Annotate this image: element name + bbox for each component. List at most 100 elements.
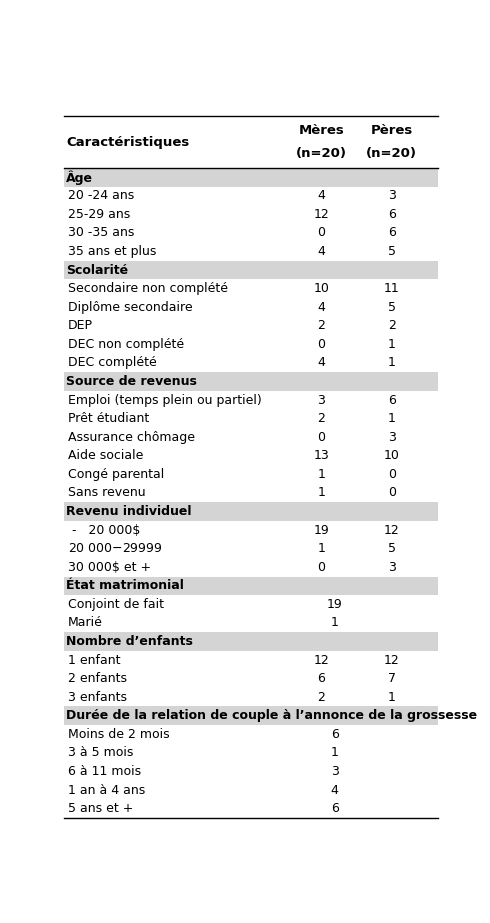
Bar	[64, 725, 438, 744]
Text: 10: 10	[384, 450, 399, 462]
Text: 2: 2	[388, 319, 395, 332]
Text: 35 ans et plus: 35 ans et plus	[68, 245, 156, 258]
Bar	[64, 354, 438, 372]
Bar	[64, 669, 438, 688]
Text: 6: 6	[388, 393, 395, 407]
Text: 1: 1	[318, 542, 325, 555]
Text: 6: 6	[388, 226, 395, 239]
Text: 7: 7	[388, 672, 395, 685]
Text: 20 000$ - 29 999$: 20 000$ - 29 999$	[68, 542, 163, 555]
Text: 3: 3	[388, 189, 395, 202]
Text: Sans revenu: Sans revenu	[68, 486, 146, 499]
Text: 6: 6	[388, 208, 395, 221]
Bar	[64, 261, 438, 280]
Text: 2: 2	[318, 690, 325, 703]
Bar	[64, 706, 438, 725]
Text: 1 enfant: 1 enfant	[68, 653, 121, 666]
Bar	[64, 688, 438, 706]
Text: Nombre d’enfants: Nombre d’enfants	[66, 635, 193, 648]
Text: 4: 4	[331, 784, 339, 797]
Text: 5 ans et +: 5 ans et +	[68, 802, 133, 815]
Text: 1: 1	[318, 468, 325, 481]
Text: 3: 3	[388, 561, 395, 574]
Bar	[64, 116, 438, 168]
Bar	[64, 390, 438, 410]
Text: 25-29 ans: 25-29 ans	[68, 208, 130, 221]
Text: 3 enfants: 3 enfants	[68, 690, 127, 703]
Text: 1: 1	[318, 486, 325, 499]
Bar	[64, 205, 438, 223]
Bar	[64, 447, 438, 465]
Bar	[64, 317, 438, 335]
Bar	[64, 428, 438, 447]
Text: 12: 12	[314, 653, 329, 666]
Text: 10: 10	[314, 282, 329, 295]
Text: 0: 0	[318, 226, 325, 239]
Bar	[64, 484, 438, 502]
Text: 4: 4	[318, 189, 325, 202]
Text: 0: 0	[318, 338, 325, 351]
Text: 4: 4	[318, 301, 325, 314]
Text: 30 000$ et +: 30 000$ et +	[68, 561, 151, 574]
Text: Diplôme secondaire: Diplôme secondaire	[68, 301, 193, 314]
Text: Moins de 2 mois: Moins de 2 mois	[68, 728, 170, 741]
Text: 20 -24 ans: 20 -24 ans	[68, 189, 134, 202]
Text: 11: 11	[384, 282, 399, 295]
Bar	[64, 465, 438, 484]
Text: 1: 1	[388, 356, 395, 369]
Text: 5: 5	[388, 542, 395, 555]
Text: Durée de la relation de couple à l’annonce de la grossesse: Durée de la relation de couple à l’annon…	[66, 709, 477, 723]
Bar	[64, 539, 438, 557]
Bar	[64, 521, 438, 539]
Text: 6 à 11 mois: 6 à 11 mois	[68, 765, 141, 778]
Text: Secondaire non complété: Secondaire non complété	[68, 282, 228, 295]
Text: 2: 2	[318, 413, 325, 426]
Text: (n=20): (n=20)	[296, 147, 347, 160]
Text: 3: 3	[318, 393, 325, 407]
Bar	[64, 502, 438, 521]
Text: 3: 3	[388, 431, 395, 444]
Bar	[64, 168, 438, 186]
Bar	[64, 298, 438, 317]
Text: 12: 12	[314, 208, 329, 221]
Bar	[64, 372, 438, 390]
Text: 3 à 5 mois: 3 à 5 mois	[68, 747, 133, 760]
Text: Source de revenus: Source de revenus	[66, 375, 197, 388]
Text: 30 -35 ans: 30 -35 ans	[68, 226, 134, 239]
Text: -   20 000$: - 20 000$	[68, 523, 141, 536]
Bar	[64, 614, 438, 632]
Text: Assurance chômage: Assurance chômage	[68, 431, 195, 444]
Text: 19: 19	[314, 523, 329, 536]
Bar	[64, 781, 438, 799]
Text: 12: 12	[384, 653, 399, 666]
Text: 1: 1	[331, 617, 339, 629]
Text: 4: 4	[318, 356, 325, 369]
Bar	[64, 223, 438, 242]
Bar	[64, 577, 438, 595]
Bar	[64, 186, 438, 205]
Text: Scolarité: Scolarité	[66, 264, 128, 277]
Text: Âge: Âge	[66, 170, 93, 185]
Text: 0: 0	[388, 486, 395, 499]
Text: DEC non complété: DEC non complété	[68, 338, 184, 351]
Text: 1: 1	[331, 747, 339, 760]
Bar	[64, 242, 438, 261]
Text: 0: 0	[318, 431, 325, 444]
Text: 0: 0	[318, 561, 325, 574]
Text: 1: 1	[388, 413, 395, 426]
Text: 4: 4	[318, 245, 325, 258]
Text: État matrimonial: État matrimonial	[66, 580, 184, 593]
Text: 19: 19	[327, 598, 343, 611]
Text: (n=20): (n=20)	[366, 147, 417, 160]
Bar	[64, 651, 438, 669]
Text: 6: 6	[331, 728, 339, 741]
Text: 5: 5	[388, 245, 395, 258]
Bar	[64, 280, 438, 298]
Text: DEC complété: DEC complété	[68, 356, 157, 369]
Bar	[64, 632, 438, 651]
Text: 0: 0	[388, 468, 395, 481]
Text: Mères: Mères	[298, 125, 344, 138]
Text: Pères: Pères	[370, 125, 413, 138]
Text: Emploi (temps plein ou partiel): Emploi (temps plein ou partiel)	[68, 393, 262, 407]
Text: Prêt étudiant: Prêt étudiant	[68, 413, 149, 426]
